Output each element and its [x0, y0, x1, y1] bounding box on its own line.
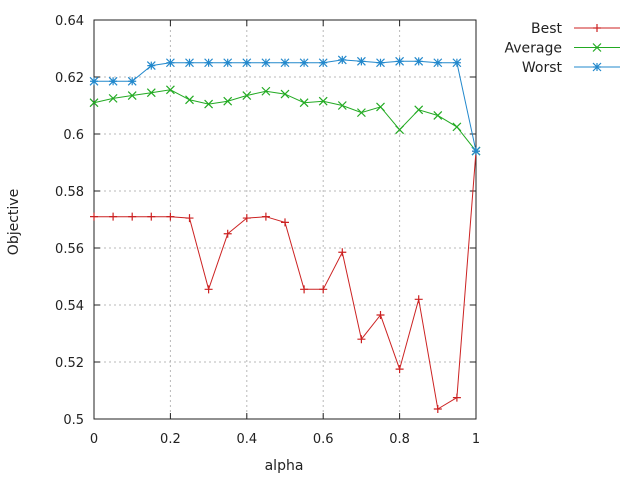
legend-label: Worst	[522, 60, 563, 76]
y-tick-label: 0.5	[63, 413, 84, 428]
data-point-average	[318, 96, 328, 106]
data-point-best	[166, 212, 175, 221]
data-point-average	[108, 93, 118, 103]
data-point-worst	[89, 76, 99, 86]
data-point-average	[242, 91, 252, 100]
series-worst	[89, 55, 481, 156]
data-point-average	[299, 98, 309, 108]
x-tick-label: 0.4	[236, 432, 257, 447]
data-point-worst	[108, 76, 118, 86]
data-point-worst	[337, 55, 347, 65]
legend-entry-worst: Worst	[522, 60, 620, 76]
series-line-average	[93, 89, 477, 152]
data-point-average	[337, 101, 347, 110]
data-point-worst	[146, 61, 156, 71]
data-point-worst	[433, 58, 443, 68]
data-point-average	[127, 91, 137, 100]
x-axis-label: alpha	[265, 458, 304, 474]
data-point-best	[414, 295, 423, 304]
data-point-best	[128, 212, 137, 221]
data-point-best	[319, 285, 328, 294]
data-point-worst	[204, 58, 214, 68]
data-point-worst	[414, 56, 424, 66]
data-point-best	[261, 212, 270, 221]
data-point-worst	[223, 58, 233, 68]
series-group	[89, 55, 481, 414]
data-point-average	[395, 125, 405, 135]
data-point-best	[357, 335, 366, 344]
x-tick-label: 0.8	[389, 432, 410, 447]
data-point-best	[147, 212, 156, 221]
y-tick-label: 0.52	[55, 356, 84, 371]
gridlines	[94, 20, 476, 419]
y-tick-label: 0.56	[55, 242, 84, 257]
legend-marker	[593, 24, 601, 32]
x-tick-label: 0.6	[313, 432, 334, 447]
data-point-worst	[185, 58, 194, 68]
data-point-worst	[261, 58, 271, 68]
data-point-average	[89, 98, 99, 108]
data-point-best	[300, 285, 309, 294]
data-point-worst	[299, 58, 309, 68]
data-point-best	[90, 212, 98, 221]
legend-entry-average: Average	[505, 41, 620, 57]
data-point-worst	[376, 58, 385, 68]
data-point-worst	[452, 58, 462, 68]
axis-ticks: 0.5 0.52 0.54 0.56 0.58 0.6 0.62 0.64 0 0.2 0.4 0.6…	[55, 14, 480, 447]
data-point-worst	[127, 76, 137, 86]
series-average	[89, 85, 481, 156]
data-point-average	[185, 95, 194, 105]
data-point-average	[452, 122, 462, 132]
data-point-worst	[471, 146, 481, 156]
y-tick-label: 0.6	[63, 128, 84, 143]
y-tick-label: 0.64	[55, 14, 84, 29]
data-point-worst	[395, 56, 405, 66]
data-point-worst	[242, 58, 252, 68]
data-point-best	[452, 393, 461, 402]
data-point-average	[356, 108, 366, 118]
data-point-worst	[356, 56, 366, 66]
data-point-best	[204, 285, 213, 294]
x-tick-label: 1	[472, 432, 480, 447]
data-point-average	[165, 85, 175, 95]
data-point-best	[395, 365, 404, 374]
data-point-average	[376, 102, 385, 112]
data-point-worst	[318, 58, 328, 68]
y-axis-label: Objective	[6, 189, 22, 255]
data-point-best	[433, 405, 442, 414]
data-point-best	[185, 214, 194, 223]
series-best	[90, 147, 480, 414]
data-point-worst	[280, 58, 290, 68]
data-point-worst	[165, 58, 175, 68]
data-point-best	[376, 310, 385, 319]
data-point-average	[414, 105, 424, 115]
legend-label: Best	[531, 21, 563, 37]
data-point-best	[242, 214, 251, 223]
legend-label: Average	[505, 41, 563, 57]
data-point-average	[433, 111, 443, 120]
legend: Best Average Worst	[505, 21, 620, 76]
legend-marker	[592, 62, 602, 72]
data-point-best	[223, 229, 232, 238]
legend-entry-best: Best	[531, 21, 620, 37]
x-tick-label: 0	[90, 432, 98, 447]
series-line-best	[94, 151, 477, 410]
data-point-average	[280, 89, 290, 99]
x-tick-label: 0.2	[160, 432, 181, 447]
data-point-best	[109, 212, 118, 221]
data-point-average	[204, 99, 214, 109]
legend-marker	[592, 43, 602, 52]
y-tick-label: 0.62	[55, 71, 84, 86]
y-tick-label: 0.54	[55, 299, 84, 314]
y-tick-label: 0.58	[55, 185, 84, 200]
data-point-average	[223, 96, 233, 106]
data-point-best	[281, 218, 289, 227]
data-point-average	[261, 86, 271, 96]
data-point-average	[146, 88, 156, 98]
series-line-worst	[94, 59, 477, 152]
data-point-best	[338, 248, 347, 257]
